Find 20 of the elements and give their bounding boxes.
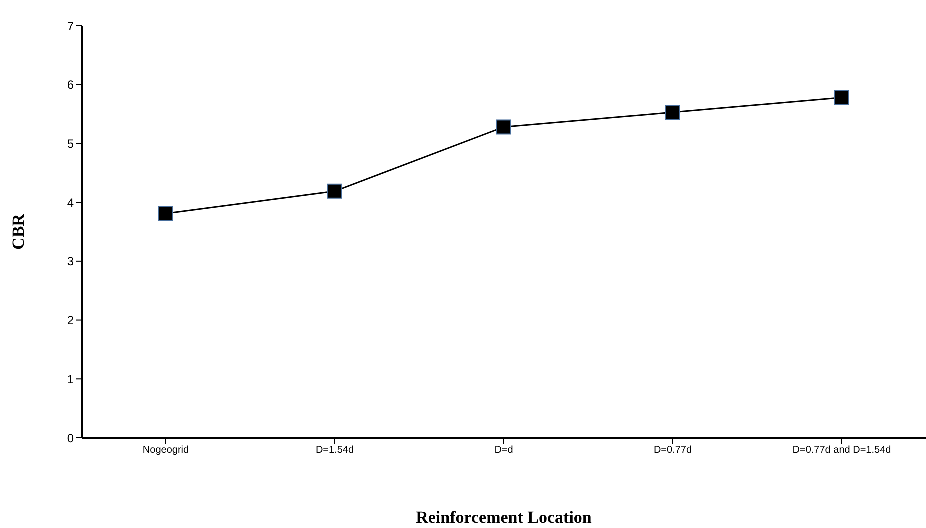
x-tick-label: D=d xyxy=(494,445,514,456)
point xyxy=(834,90,850,106)
y-tick-label: 6 xyxy=(67,78,74,92)
y-tick-label: 2 xyxy=(67,314,74,328)
point xyxy=(158,206,174,222)
point xyxy=(666,105,680,120)
x-axis-title: Reinforcement Location xyxy=(416,508,592,527)
y-tick-label: 7 xyxy=(67,19,74,34)
y-tick-label: 0 xyxy=(67,431,74,446)
x-tick-label: D=1.54d xyxy=(316,445,354,456)
x-tick-label: D=0.77d xyxy=(654,445,692,456)
point xyxy=(328,184,342,199)
y-axis-title: CBR xyxy=(9,213,28,250)
x-tick-label: Nogeogrid xyxy=(142,445,190,456)
point xyxy=(496,120,512,135)
y-tick-label: 1 xyxy=(67,372,74,386)
y-tick-label: 3 xyxy=(67,254,74,269)
y-tick-label: 4 xyxy=(67,196,74,210)
y-tick-label: 5 xyxy=(67,136,74,151)
x-tick-label: D=0.77d and D=1.54d xyxy=(792,445,892,456)
